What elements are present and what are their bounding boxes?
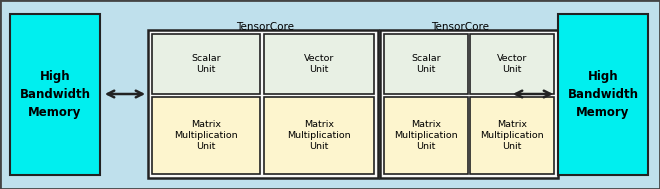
Text: High
Bandwidth
Memory: High Bandwidth Memory [20,70,90,119]
Text: Matrix
Multiplication
Unit: Matrix Multiplication Unit [174,120,238,151]
Bar [264,34,374,94]
Text: Matrix
Multiplication
Unit: Matrix Multiplication Unit [480,120,544,151]
Bar [148,30,378,178]
Text: Scalar
Unit: Scalar Unit [191,54,221,74]
Text: Vector
Unit: Vector Unit [497,54,527,74]
Text: TensorCore: TensorCore [431,22,489,32]
Bar [384,97,468,174]
Text: TensorCore: TensorCore [236,22,294,32]
Bar [384,34,468,94]
Bar [152,34,260,94]
Bar [152,97,260,174]
Bar [558,14,648,175]
Text: Matrix
Multiplication
Unit: Matrix Multiplication Unit [287,120,351,151]
Bar [470,34,554,94]
Text: Vector
Unit: Vector Unit [304,54,334,74]
Text: High
Bandwidth
Memory: High Bandwidth Memory [568,70,638,119]
Bar [470,97,554,174]
Bar [380,30,558,178]
Bar [10,14,100,175]
Text: Scalar
Unit: Scalar Unit [411,54,441,74]
Text: Matrix
Multiplication
Unit: Matrix Multiplication Unit [394,120,458,151]
Bar [264,97,374,174]
